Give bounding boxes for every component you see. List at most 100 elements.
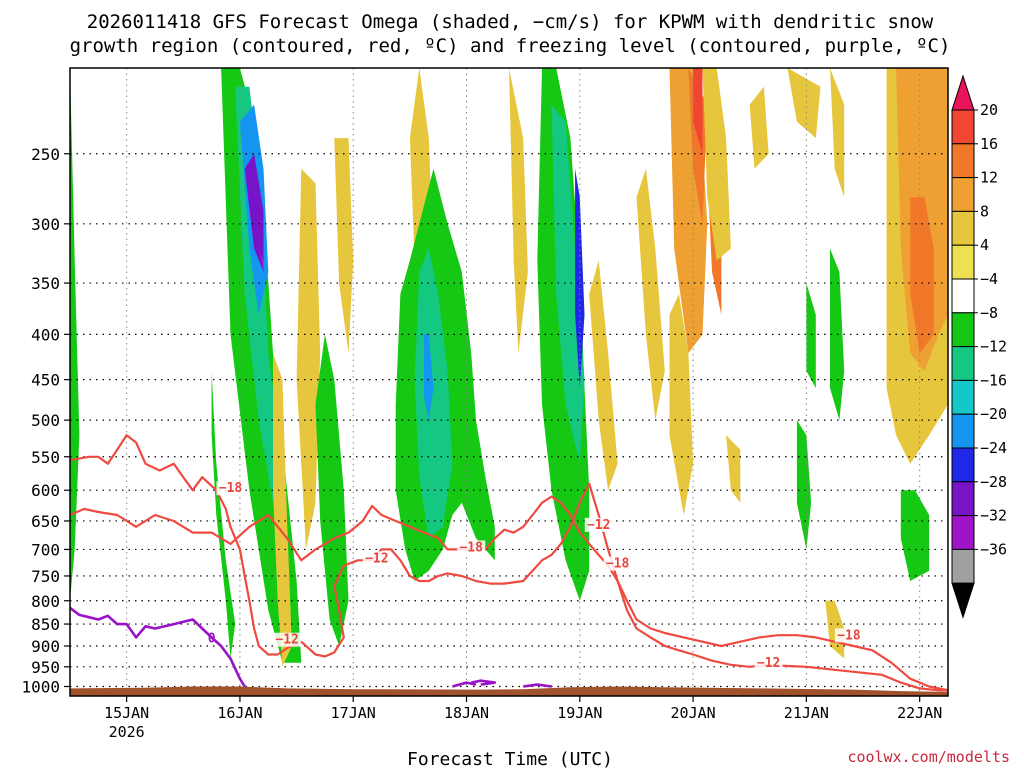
omega-region — [796, 420, 812, 550]
freezing-level-label: 0 — [208, 631, 216, 646]
x-tick-label: 19JAN — [557, 704, 602, 722]
x-tick-label: 20JAN — [671, 704, 716, 722]
dgz-label: −12 — [275, 633, 298, 648]
colorbar-segment — [951, 346, 975, 381]
y-tick-label: 350 — [31, 274, 60, 293]
y-tick-label: 750 — [31, 567, 60, 586]
dgz-label-bg — [603, 556, 632, 571]
omega-region — [787, 68, 821, 139]
colorbar-label: −4 — [980, 270, 998, 288]
dgz-label: −12 — [587, 518, 610, 533]
colorbar-segment — [951, 515, 975, 550]
colorbar-segment — [951, 109, 975, 145]
y-tick-label: 300 — [31, 215, 60, 234]
colorbar-label: 8 — [980, 202, 989, 220]
omega-region — [70, 68, 80, 601]
dgz-label: −18 — [459, 540, 483, 555]
colorbar-segment — [951, 413, 975, 449]
dgz-contour — [70, 434, 948, 692]
freezing-level-contour — [523, 683, 552, 688]
omega-region — [900, 490, 930, 581]
omega-region — [424, 334, 434, 421]
omega-colorbar: 20 16 12 8 4 −4 −8 −12 −16 −20 −24 −28 −32 −36 — [951, 74, 1007, 619]
contour-labels: −18 −12 −12 −18 −12 −18 −12 −18 0 — [208, 481, 863, 671]
x-tick-sublabel: 2026 — [109, 723, 145, 741]
omega-region — [636, 168, 665, 421]
y-tick-label: 600 — [31, 481, 60, 500]
omega-region — [830, 68, 845, 198]
colorbar-label: −8 — [980, 304, 998, 322]
colorbar-top-arrow — [951, 74, 975, 111]
colorbar-segment — [951, 210, 975, 246]
colorbar-bottom-arrow — [951, 582, 975, 619]
freezing-level-contour — [470, 679, 497, 686]
colorbar-label: −32 — [980, 507, 1007, 525]
dgz-label: −18 — [837, 628, 861, 643]
colorbar-label: −16 — [980, 371, 1007, 389]
x-tick-label: 18JAN — [444, 704, 489, 722]
y-axis: 250 300 350 400 450 500 550 600 650 700 750 800 850 9… — [21, 145, 70, 697]
colorbar-label: −36 — [980, 540, 1007, 558]
dgz-label: −12 — [757, 656, 780, 671]
source-credit[interactable]: coolwx.com/modelts — [847, 748, 1010, 766]
colorbar-segment — [951, 278, 975, 314]
colorbar-label: 4 — [980, 236, 989, 254]
colorbar-segment — [951, 177, 975, 212]
dgz-label-bg — [273, 632, 302, 647]
omega-region — [910, 197, 934, 354]
y-tick-label: 500 — [31, 411, 60, 430]
omega-region — [702, 68, 731, 261]
y-tick-label: 850 — [31, 615, 60, 634]
omega-region — [726, 435, 741, 503]
dgz-label-bg — [834, 628, 863, 643]
omega-region — [551, 104, 585, 464]
x-tick-label: 22JAN — [897, 704, 942, 722]
colorbar-segment — [951, 312, 975, 348]
omega-region — [693, 68, 703, 154]
dgz-label-bg — [216, 481, 245, 496]
x-tick-label: 17JAN — [331, 704, 376, 722]
y-tick-label: 1000 — [21, 678, 60, 697]
x-tick-label: 16JAN — [217, 704, 262, 722]
plot-grid — [70, 68, 948, 696]
omega-region — [334, 138, 354, 354]
colorbar-label: 16 — [980, 135, 998, 153]
colorbar-segment — [951, 548, 975, 584]
dgz-label-bg — [457, 540, 486, 555]
omega-region — [825, 600, 845, 659]
omega-region — [296, 168, 321, 550]
colorbar-segment — [951, 379, 975, 415]
omega-region — [806, 283, 816, 389]
colorbar-segment — [951, 481, 975, 517]
freezing-level-contour — [70, 606, 246, 688]
x-tick-label: 15JAN — [104, 704, 149, 722]
omega-region — [589, 260, 618, 491]
x-axis-title: Forecast Time (UTC) — [407, 749, 613, 768]
dgz-label-bg — [754, 655, 783, 670]
colorbar-label: 20 — [980, 101, 998, 119]
colorbar-label: 12 — [980, 169, 998, 187]
y-tick-label: 250 — [31, 145, 60, 164]
y-tick-label: 800 — [31, 592, 60, 611]
omega-shading — [70, 68, 948, 667]
omega-region — [749, 86, 769, 169]
colorbar-label: −28 — [980, 473, 1007, 491]
dgz-label-bg — [584, 517, 613, 532]
plot-frame — [69, 67, 949, 697]
y-tick-label: 700 — [31, 540, 60, 559]
chart-title-line-2: growth region (contoured, red, ºC) and f… — [70, 35, 951, 57]
dgz-label-bg — [362, 551, 391, 566]
y-tick-label: 950 — [31, 658, 60, 677]
colorbar-label: −20 — [980, 405, 1007, 423]
omega-region — [669, 293, 694, 515]
y-tick-label: 900 — [31, 637, 60, 656]
y-tick-label: 550 — [31, 448, 60, 467]
dgz-contour — [70, 495, 948, 692]
colorbar-segment — [951, 143, 975, 179]
plot-background — [70, 68, 948, 696]
colorbar-label: −12 — [980, 338, 1007, 356]
omega-region — [315, 334, 349, 646]
dgz-label: −18 — [219, 481, 243, 496]
